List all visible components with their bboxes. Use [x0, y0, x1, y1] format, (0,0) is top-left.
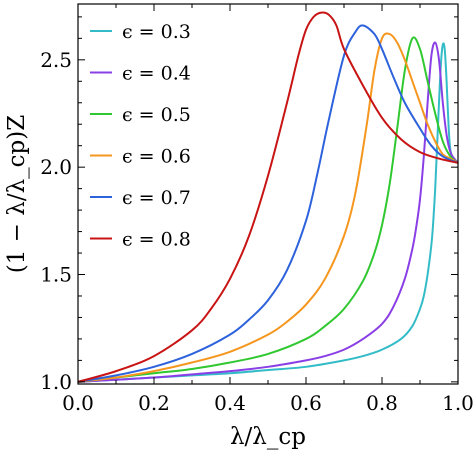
x-tick-label: 0.6: [290, 391, 322, 415]
x-axis-label: λ/λ_cp: [230, 424, 306, 450]
y-tick-label: 2.5: [40, 48, 72, 72]
x-tick-label: 0.4: [214, 391, 246, 415]
x-tick-label: 0.8: [366, 391, 398, 415]
series-line-2: [77, 36, 459, 383]
x-tick-label: 1.0: [442, 391, 474, 415]
legend-label-1: ϵ = 0.4: [122, 63, 191, 85]
legend-label-3: ϵ = 0.6: [122, 146, 191, 168]
ticks-layer: 0.0 0.2 0.4 0.6 0.8 1.0 1.0 1.5 2.0 2.5: [40, 4, 474, 415]
legend-label-0: ϵ = 0.3: [122, 21, 191, 43]
x-tick-label: 0.0: [62, 391, 94, 415]
x-tick-label: 0.2: [138, 391, 170, 415]
series-line-1: [77, 41, 459, 383]
legend: ϵ = 0.3 ϵ = 0.4 ϵ = 0.5 ϵ = 0.6 ϵ = 0.7 ϵ = 0…: [90, 21, 191, 251]
y-tick-label: 2.0: [40, 155, 72, 179]
series-line-0: [77, 42, 459, 383]
legend-label-5: ϵ = 0.8: [122, 229, 191, 251]
y-axis-label: (1 − λ/λ_cp)Z: [4, 115, 30, 273]
legend-label-4: ϵ = 0.7: [122, 187, 191, 209]
y-tick-label: 1.5: [40, 263, 72, 287]
series-layer: [77, 11, 459, 383]
y-tick-label: 1.0: [40, 370, 72, 394]
series-line-4: [77, 24, 459, 383]
series-line-5: [77, 11, 459, 383]
legend-label-2: ϵ = 0.5: [122, 104, 191, 126]
